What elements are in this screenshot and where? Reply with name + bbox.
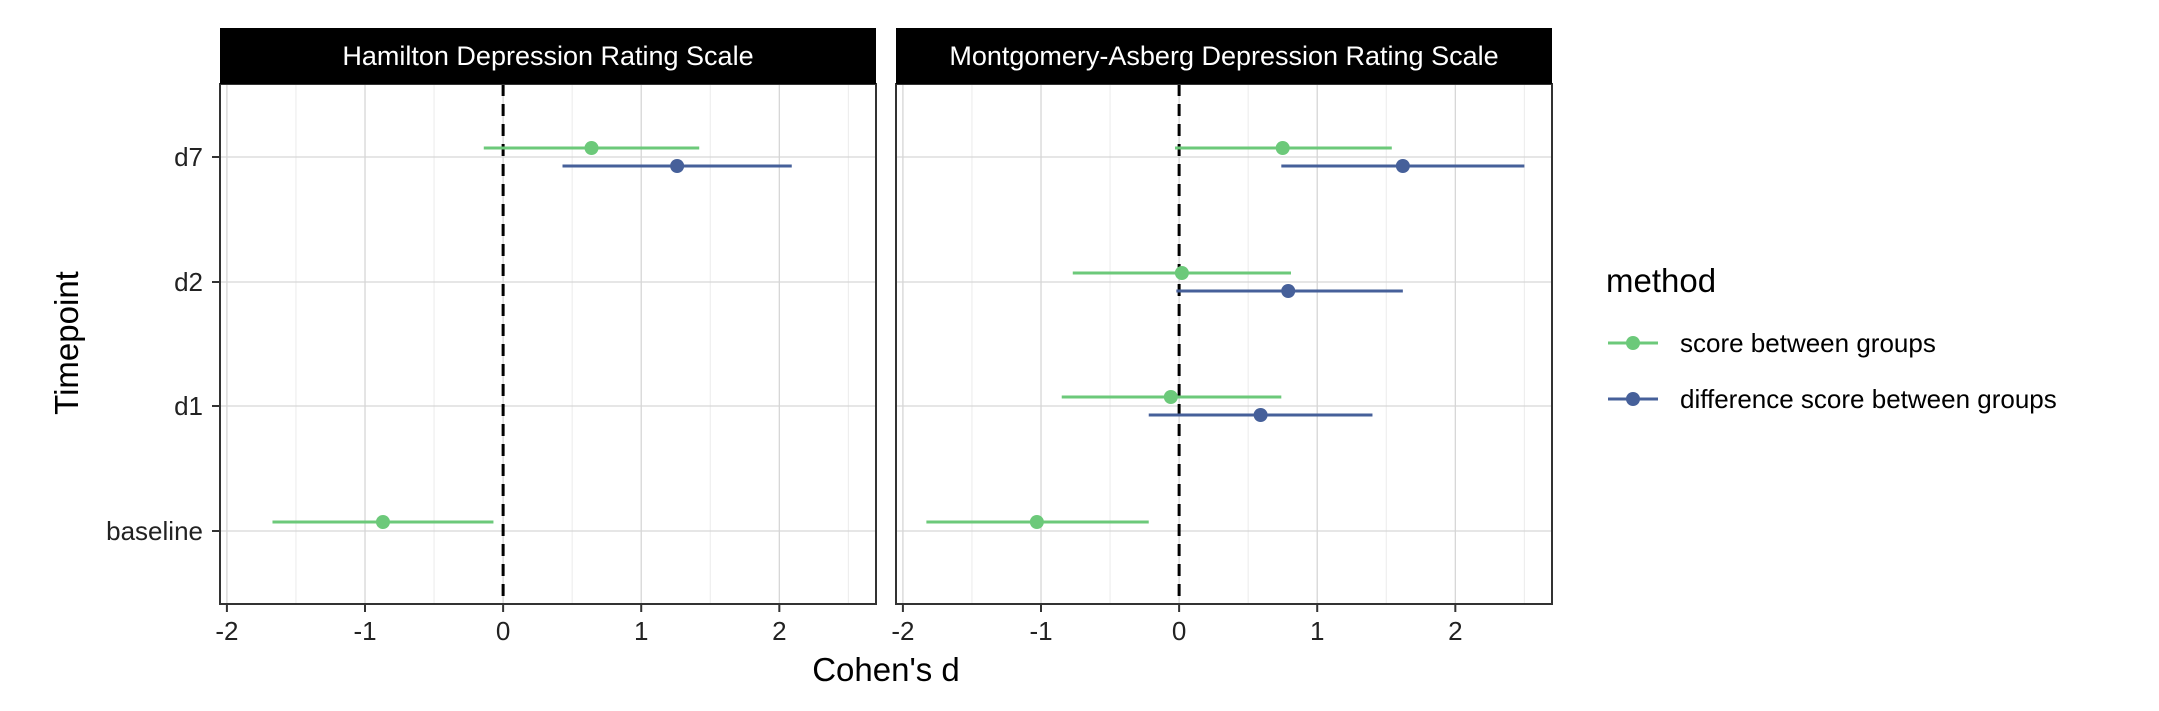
legend-label: difference score between groups — [1680, 384, 2057, 414]
plot-background — [220, 84, 876, 604]
x-tick-label: -1 — [353, 616, 376, 646]
legend-key-point — [1626, 392, 1640, 406]
x-tick-label: 0 — [1172, 616, 1186, 646]
legend-key-point — [1626, 336, 1640, 350]
x-tick-label: 2 — [772, 616, 786, 646]
strip-title: Montgomery-Asberg Depression Rating Scal… — [949, 41, 1498, 71]
data-point — [1281, 284, 1296, 298]
data-point — [1253, 408, 1268, 422]
x-tick-label: -2 — [891, 616, 914, 646]
legend-label: score between groups — [1680, 328, 1936, 358]
y-axis-title: Timepoint — [48, 271, 85, 415]
data-point — [1275, 141, 1290, 155]
y-tick-label: d7 — [174, 142, 203, 172]
data-point — [670, 159, 685, 173]
x-tick-label: 0 — [496, 616, 510, 646]
data-point — [1163, 390, 1178, 404]
panel-hamilton: Hamilton Depression Rating Scale -2 -1 0 1 2 — [215, 28, 877, 646]
plot-background — [896, 84, 1552, 604]
y-tick-label: baseline — [106, 516, 203, 546]
y-tick-label: d2 — [174, 267, 203, 297]
legend: method score between groups difference sc… — [1606, 262, 2057, 414]
y-axis-ticks: baseline d1 d2 d7 — [106, 142, 220, 546]
data-point — [1029, 515, 1044, 529]
strip-header — [220, 28, 876, 84]
data-point — [584, 141, 599, 155]
legend-title: method — [1606, 262, 1716, 299]
x-tick-label: 2 — [1448, 616, 1462, 646]
x-axis-title: Cohen's d — [812, 651, 960, 688]
x-tick-label: -2 — [215, 616, 238, 646]
y-tick-label: d1 — [174, 391, 203, 421]
x-tick-label: 1 — [634, 616, 648, 646]
strip-header — [896, 28, 1552, 84]
data-point — [1174, 266, 1189, 280]
panel-montgomery-asberg: Montgomery-Asberg Depression Rating Scal… — [891, 28, 1553, 646]
data-point — [1395, 159, 1410, 173]
x-tick-label: -1 — [1029, 616, 1052, 646]
strip-title: Hamilton Depression Rating Scale — [342, 41, 753, 71]
data-point — [375, 515, 390, 529]
x-tick-label: 1 — [1310, 616, 1324, 646]
